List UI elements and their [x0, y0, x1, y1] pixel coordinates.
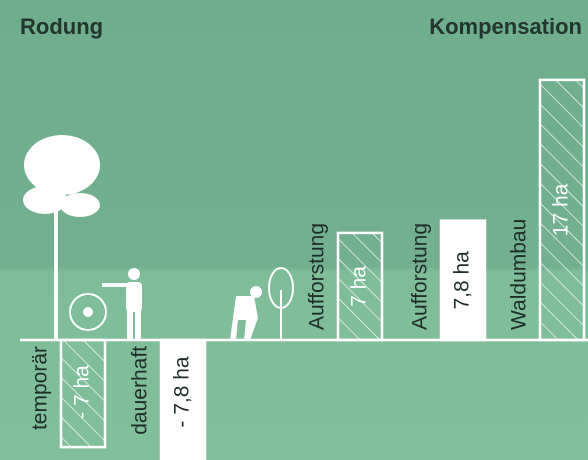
illustrations [23, 135, 294, 340]
left-title: Rodung [20, 14, 103, 39]
category-label: Aufforstung [306, 223, 329, 330]
category-label: Aufforstung [409, 223, 432, 330]
category-label: dauerhaft [129, 346, 152, 435]
category-label: temporär [29, 346, 52, 430]
bar [159, 338, 207, 460]
category-label: Waldumbau [508, 219, 531, 330]
value-label: - 7,8 ha [171, 356, 194, 428]
right-title: Kompensation [429, 14, 582, 39]
value-label: 7,8 ha [451, 251, 474, 310]
value-label: 7 ha [348, 266, 371, 307]
bar [59, 338, 107, 449]
bar [336, 231, 384, 342]
bar [538, 78, 586, 342]
value-label: - 7 ha [71, 365, 94, 419]
value-label: 17 ha [550, 183, 573, 236]
bar [439, 219, 487, 342]
